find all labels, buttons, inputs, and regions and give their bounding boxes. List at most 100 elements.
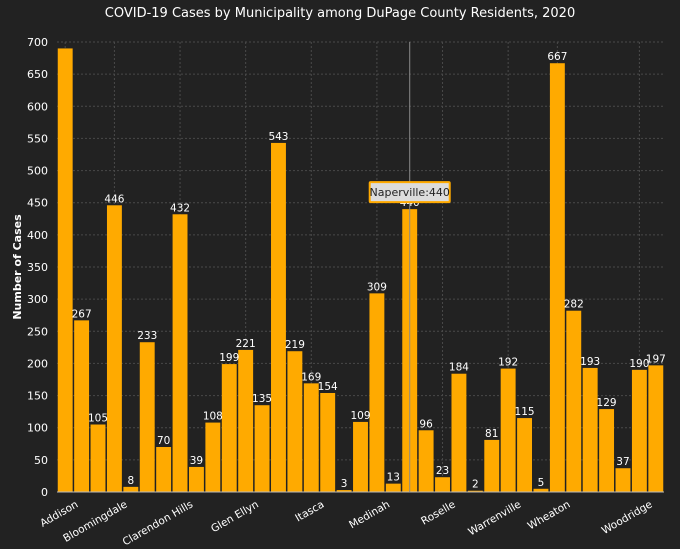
bar[interactable]	[484, 439, 500, 492]
bar[interactable]	[533, 488, 549, 492]
bar[interactable]	[254, 405, 270, 492]
chart-title: COVID-19 Cases by Municipality among DuP…	[105, 6, 575, 21]
bar[interactable]	[172, 214, 188, 493]
y-axis-label: Number of Cases	[11, 214, 24, 320]
x-tick-label: Woodridge	[600, 498, 655, 537]
data-label: 108	[203, 411, 223, 423]
bar[interactable]	[467, 490, 483, 492]
y-tick-label: 600	[27, 100, 48, 113]
bar[interactable]	[418, 430, 434, 492]
x-tick-label: Clarendon Hills	[121, 498, 195, 548]
data-label: 96	[419, 418, 433, 430]
data-label: 8	[127, 475, 134, 487]
bar[interactable]	[517, 418, 533, 492]
data-label: 3	[341, 478, 348, 490]
y-tick-label: 700	[27, 36, 48, 49]
data-label: 135	[252, 393, 272, 405]
data-label: 115	[515, 406, 535, 418]
bar[interactable]	[287, 351, 303, 492]
y-tick-label: 400	[27, 229, 48, 242]
data-label: 13	[387, 472, 400, 484]
bar[interactable]	[599, 409, 615, 492]
data-label: 70	[157, 435, 170, 447]
data-label: 192	[498, 357, 518, 369]
y-tick-label: 550	[27, 132, 48, 145]
bar[interactable]	[74, 320, 90, 492]
tooltip: Naperville:440	[368, 42, 451, 492]
data-label: 193	[580, 356, 600, 368]
bar[interactable]	[90, 424, 106, 493]
bar[interactable]	[451, 373, 467, 492]
bar[interactable]	[303, 383, 319, 492]
bar[interactable]	[156, 447, 172, 492]
y-tick-label: 0	[41, 486, 48, 499]
bar[interactable]	[353, 421, 368, 492]
bar[interactable]	[57, 48, 73, 493]
data-label: 233	[137, 330, 157, 342]
y-tick-label: 200	[27, 357, 48, 370]
bar[interactable]	[238, 349, 254, 492]
bar[interactable]	[385, 483, 401, 492]
data-label: 221	[236, 338, 256, 350]
bar[interactable]	[566, 310, 582, 492]
bar[interactable]	[188, 466, 204, 492]
data-label: 105	[88, 413, 108, 425]
data-label: 309	[367, 281, 387, 293]
x-tick-label: Glen Ellyn	[209, 498, 261, 535]
y-tick-label: 350	[27, 261, 48, 274]
bar[interactable]	[631, 369, 647, 492]
bar[interactable]	[205, 422, 221, 492]
data-label: 81	[485, 428, 498, 440]
y-tick-label: 450	[27, 197, 48, 210]
data-label: 190	[629, 358, 649, 370]
x-tick-label: Roselle	[419, 498, 457, 527]
data-label: 154	[318, 381, 338, 393]
data-label: 109	[350, 410, 370, 422]
data-label: 197	[646, 353, 666, 365]
y-tick-label: 300	[27, 293, 48, 306]
y-tick-label: 500	[27, 165, 48, 178]
x-tick-label: Warrenville	[466, 498, 523, 538]
bar[interactable]	[123, 486, 139, 492]
data-label: 2	[472, 479, 479, 491]
data-label: 543	[268, 131, 288, 143]
y-tick-label: 100	[27, 422, 48, 435]
data-label: 129	[597, 397, 617, 409]
y-tick-label: 250	[27, 325, 48, 338]
y-tick-label: 150	[27, 390, 48, 403]
data-label: 199	[219, 352, 239, 364]
data-label: 37	[616, 456, 629, 468]
y-tick-label: 650	[27, 68, 48, 81]
data-label: 432	[170, 202, 190, 214]
x-tick-label: Medinah	[347, 498, 392, 531]
bar[interactable]	[648, 365, 664, 492]
y-axis-ticks: 0 50 100 150 200 250 300 350 400 450 500 550 600 650 7…	[27, 36, 48, 499]
bar[interactable]	[139, 342, 155, 492]
tooltip-text: Naperville:440	[370, 186, 450, 199]
data-label: 23	[436, 465, 449, 477]
bar[interactable]	[500, 368, 516, 492]
bar[interactable]	[320, 393, 336, 492]
bar[interactable]	[271, 142, 286, 492]
x-tick-label: Itasca	[293, 498, 326, 524]
data-label: 39	[190, 455, 203, 467]
y-tick-label: 50	[34, 454, 48, 467]
bar[interactable]	[106, 205, 122, 493]
data-label: 667	[547, 51, 567, 63]
bar[interactable]	[369, 293, 385, 492]
data-label: 219	[285, 339, 305, 351]
bar[interactable]	[549, 63, 565, 492]
tooltip-box	[368, 181, 451, 204]
x-tick-label: Wheaton	[526, 498, 573, 532]
bars	[57, 48, 664, 493]
bar[interactable]	[582, 367, 598, 492]
bar[interactable]	[435, 477, 450, 492]
data-label: 5	[538, 477, 545, 489]
data-label: 446	[104, 193, 124, 205]
bar[interactable]	[221, 364, 237, 492]
bar[interactable]	[615, 468, 631, 492]
bar[interactable]	[336, 490, 352, 492]
